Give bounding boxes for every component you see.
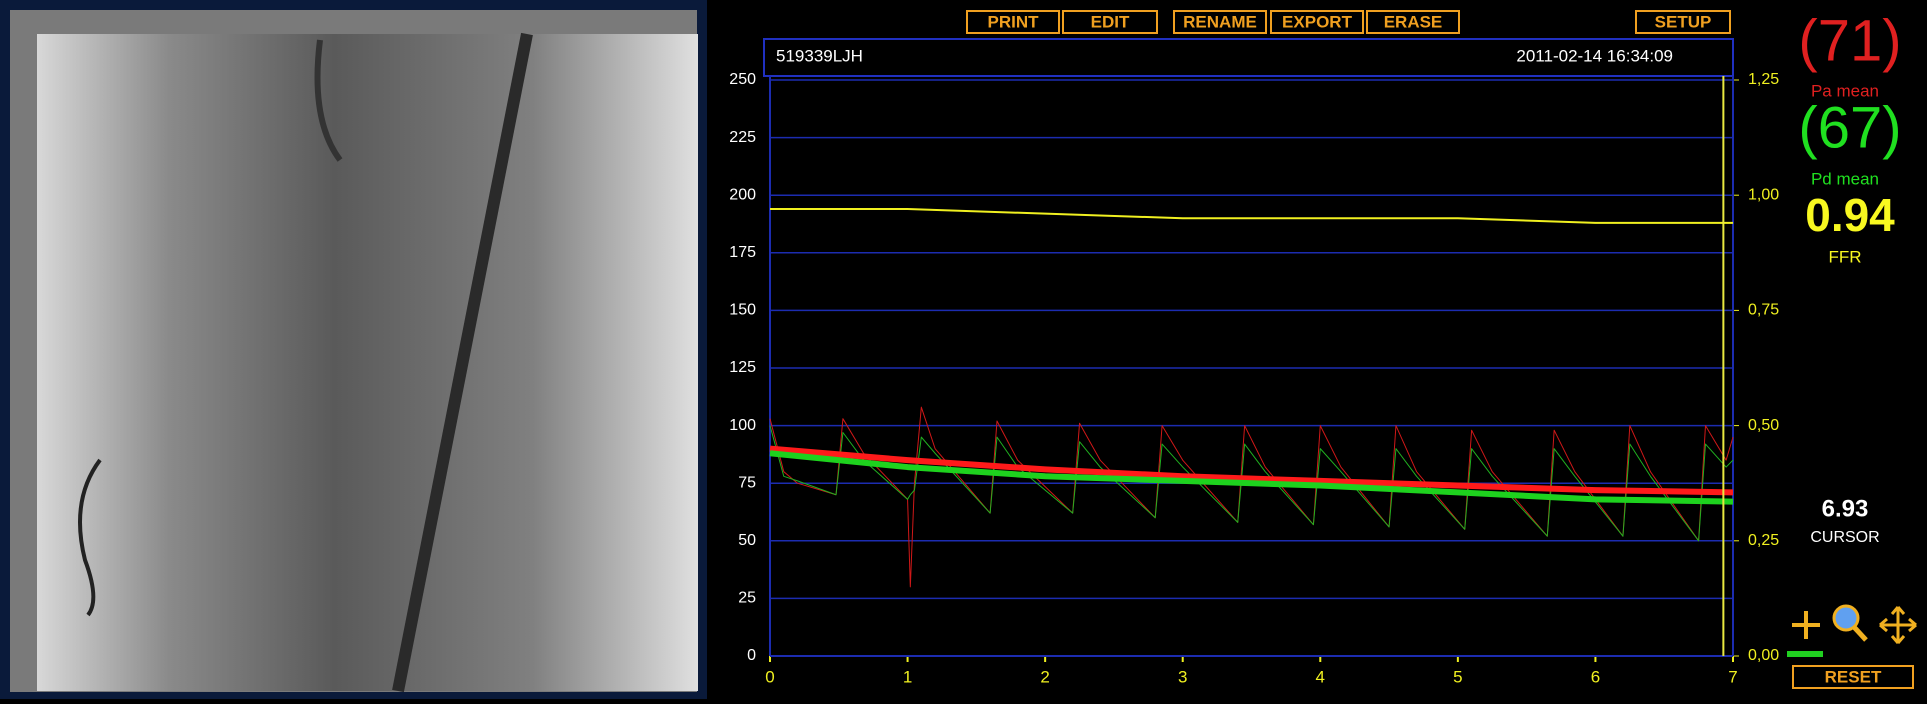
pd-label: Pd mean bbox=[1811, 169, 1879, 188]
y2-tick-label: 0,50 bbox=[1748, 417, 1779, 434]
x-tick-label: 0 bbox=[765, 667, 774, 686]
x-tick-label: 7 bbox=[1728, 667, 1737, 686]
monitor bbox=[707, 0, 1927, 699]
toolbar-button-label[interactable]: ERASE bbox=[1384, 12, 1443, 31]
y-tick-label: 25 bbox=[738, 590, 756, 607]
y-tick-label: 125 bbox=[729, 359, 756, 376]
y-tick-label: 200 bbox=[729, 186, 756, 203]
x-tick-label: 2 bbox=[1040, 667, 1049, 686]
x-tick-label: 4 bbox=[1316, 667, 1325, 686]
x-tick-label: 6 bbox=[1591, 667, 1600, 686]
toolbar-button-label[interactable]: RENAME bbox=[1183, 12, 1257, 31]
timestamp: 2011-02-14 16:34:09 bbox=[1516, 46, 1673, 65]
cursor-label: CURSOR bbox=[1810, 529, 1879, 546]
y-tick-label: 175 bbox=[729, 244, 756, 261]
y2-tick-label: 1,00 bbox=[1748, 186, 1779, 203]
toolbar-button-label[interactable]: PRINT bbox=[988, 12, 1040, 31]
y-tick-label: 75 bbox=[738, 474, 756, 491]
ffr-value: 0.94 bbox=[1805, 189, 1895, 241]
x-tick-label: 3 bbox=[1178, 667, 1187, 686]
y-tick-label: 50 bbox=[738, 532, 756, 549]
y2-tick-label: 0,25 bbox=[1748, 532, 1779, 549]
screen: 519339LJH 2011-02-14 16:34:09 PRINT EDIT R… bbox=[0, 0, 1927, 699]
patient-id: 519339LJH bbox=[776, 46, 863, 65]
cursor-value: 6.93 bbox=[1822, 495, 1869, 522]
level-bar bbox=[1787, 651, 1823, 657]
y2-tick-label: 1,25 bbox=[1748, 71, 1779, 88]
x-tick-label: 1 bbox=[903, 667, 912, 686]
y2-tick-label: 0,00 bbox=[1748, 647, 1779, 664]
y-tick-label: 225 bbox=[729, 129, 756, 146]
y-tick-label: 150 bbox=[729, 302, 756, 319]
pd-value: (67) bbox=[1798, 95, 1901, 160]
toolbar-button-label[interactable]: EDIT bbox=[1091, 12, 1130, 31]
pa-value: (71) bbox=[1798, 8, 1901, 73]
y-tick-label: 100 bbox=[729, 417, 756, 434]
page: 519339LJH 2011-02-14 16:34:09 PRINT EDIT R… bbox=[0, 0, 1927, 699]
y2-tick-label: 0,75 bbox=[1748, 302, 1779, 319]
angiogram bbox=[37, 34, 698, 691]
toolbar-button-label[interactable]: SETUP bbox=[1655, 12, 1712, 31]
x-tick-label: 5 bbox=[1453, 667, 1462, 686]
ffr-label: FFR bbox=[1828, 247, 1861, 266]
y-tick-label: 250 bbox=[729, 71, 756, 88]
y-tick-label: 0 bbox=[747, 647, 756, 664]
reset-label[interactable]: RESET bbox=[1825, 667, 1882, 686]
toolbar-button-label[interactable]: EXPORT bbox=[1282, 12, 1353, 31]
magnifier-icon[interactable] bbox=[1834, 606, 1858, 630]
